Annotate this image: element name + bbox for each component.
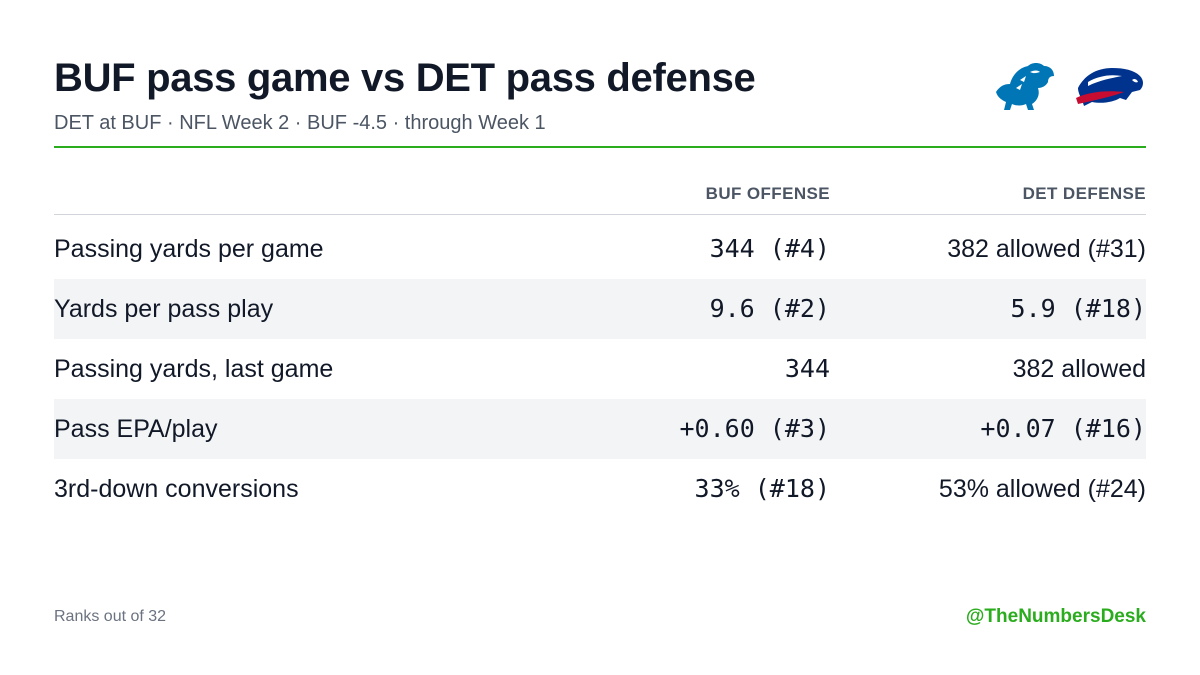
defense-value: 382 allowed (#31) — [947, 235, 1146, 263]
header-divider — [54, 214, 1146, 215]
lion-logo-icon — [996, 63, 1054, 110]
offense-value: 33% (#18) — [694, 474, 830, 503]
column-header-offense: BUF OFFENSE — [705, 184, 830, 203]
page-title: BUF pass game vs DET pass defense — [54, 56, 756, 100]
row-label: Passing yards per game — [54, 235, 324, 263]
table-row: Passing yards per game 344 (#4) 382 allo… — [54, 219, 1146, 279]
defense-value: 382 allowed — [1012, 355, 1146, 383]
offense-value: +0.60 (#3) — [679, 414, 830, 443]
table-row: Pass EPA/play +0.60 (#3) +0.07 (#16) — [54, 399, 1146, 459]
row-label: Passing yards, last game — [54, 355, 334, 383]
row-label: Yards per pass play — [54, 295, 274, 323]
defense-value: +0.07 (#16) — [980, 414, 1146, 443]
footnote: Ranks out of 32 — [54, 608, 167, 625]
defense-value: 5.9 (#18) — [1010, 294, 1146, 323]
title-divider — [54, 146, 1146, 148]
team-logos — [990, 58, 1146, 114]
table-row: Passing yards, last game 344 382 allowed — [54, 339, 1146, 399]
row-label: Pass EPA/play — [54, 415, 218, 443]
row-label: 3rd-down conversions — [54, 475, 299, 503]
bison-logo-icon — [1076, 68, 1143, 106]
offense-value: 344 — [784, 354, 830, 383]
defense-value: 53% allowed (#24) — [938, 475, 1146, 503]
offense-value: 9.6 (#2) — [709, 294, 830, 323]
table-row: Yards per pass play 9.6 (#2) 5.9 (#18) — [54, 279, 1146, 339]
author-handle: @TheNumbersDesk — [965, 606, 1146, 627]
stats-table: Passing yards per game 344 (#4) 382 allo… — [54, 219, 1146, 519]
column-header-defense: DET DEFENSE — [1022, 184, 1146, 203]
page-subtitle: DET at BUF · NFL Week 2 · BUF -4.5 · thr… — [54, 112, 546, 134]
table-row: 3rd-down conversions 33% (#18) 53% allow… — [54, 459, 1146, 519]
offense-value: 344 (#4) — [709, 234, 830, 263]
